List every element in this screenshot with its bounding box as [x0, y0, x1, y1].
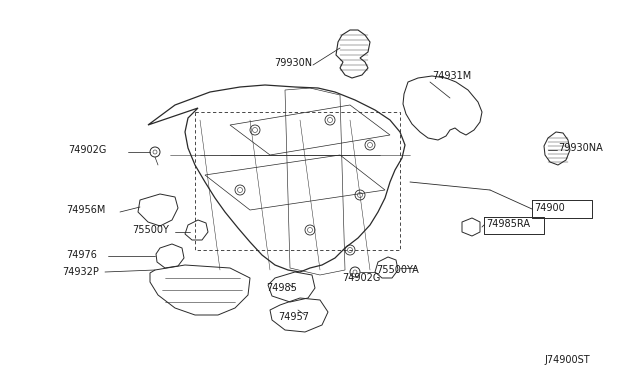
Text: 75500YA: 75500YA: [376, 265, 419, 275]
Text: 74985: 74985: [266, 283, 297, 293]
Text: 74956M: 74956M: [66, 205, 106, 215]
Text: 74931M: 74931M: [432, 71, 471, 81]
Text: 75500Y: 75500Y: [132, 225, 169, 235]
Text: 74957: 74957: [278, 312, 309, 322]
Text: 74976: 74976: [66, 250, 97, 260]
Text: J74900ST: J74900ST: [545, 355, 590, 365]
Text: 74985RA: 74985RA: [486, 219, 530, 229]
Text: 79930N: 79930N: [274, 58, 312, 68]
Text: 74932P: 74932P: [62, 267, 99, 277]
Text: 79930NA: 79930NA: [558, 143, 603, 153]
Text: 74900: 74900: [534, 203, 564, 213]
Text: 74902G: 74902G: [342, 273, 380, 283]
Text: 74902G: 74902G: [68, 145, 106, 155]
